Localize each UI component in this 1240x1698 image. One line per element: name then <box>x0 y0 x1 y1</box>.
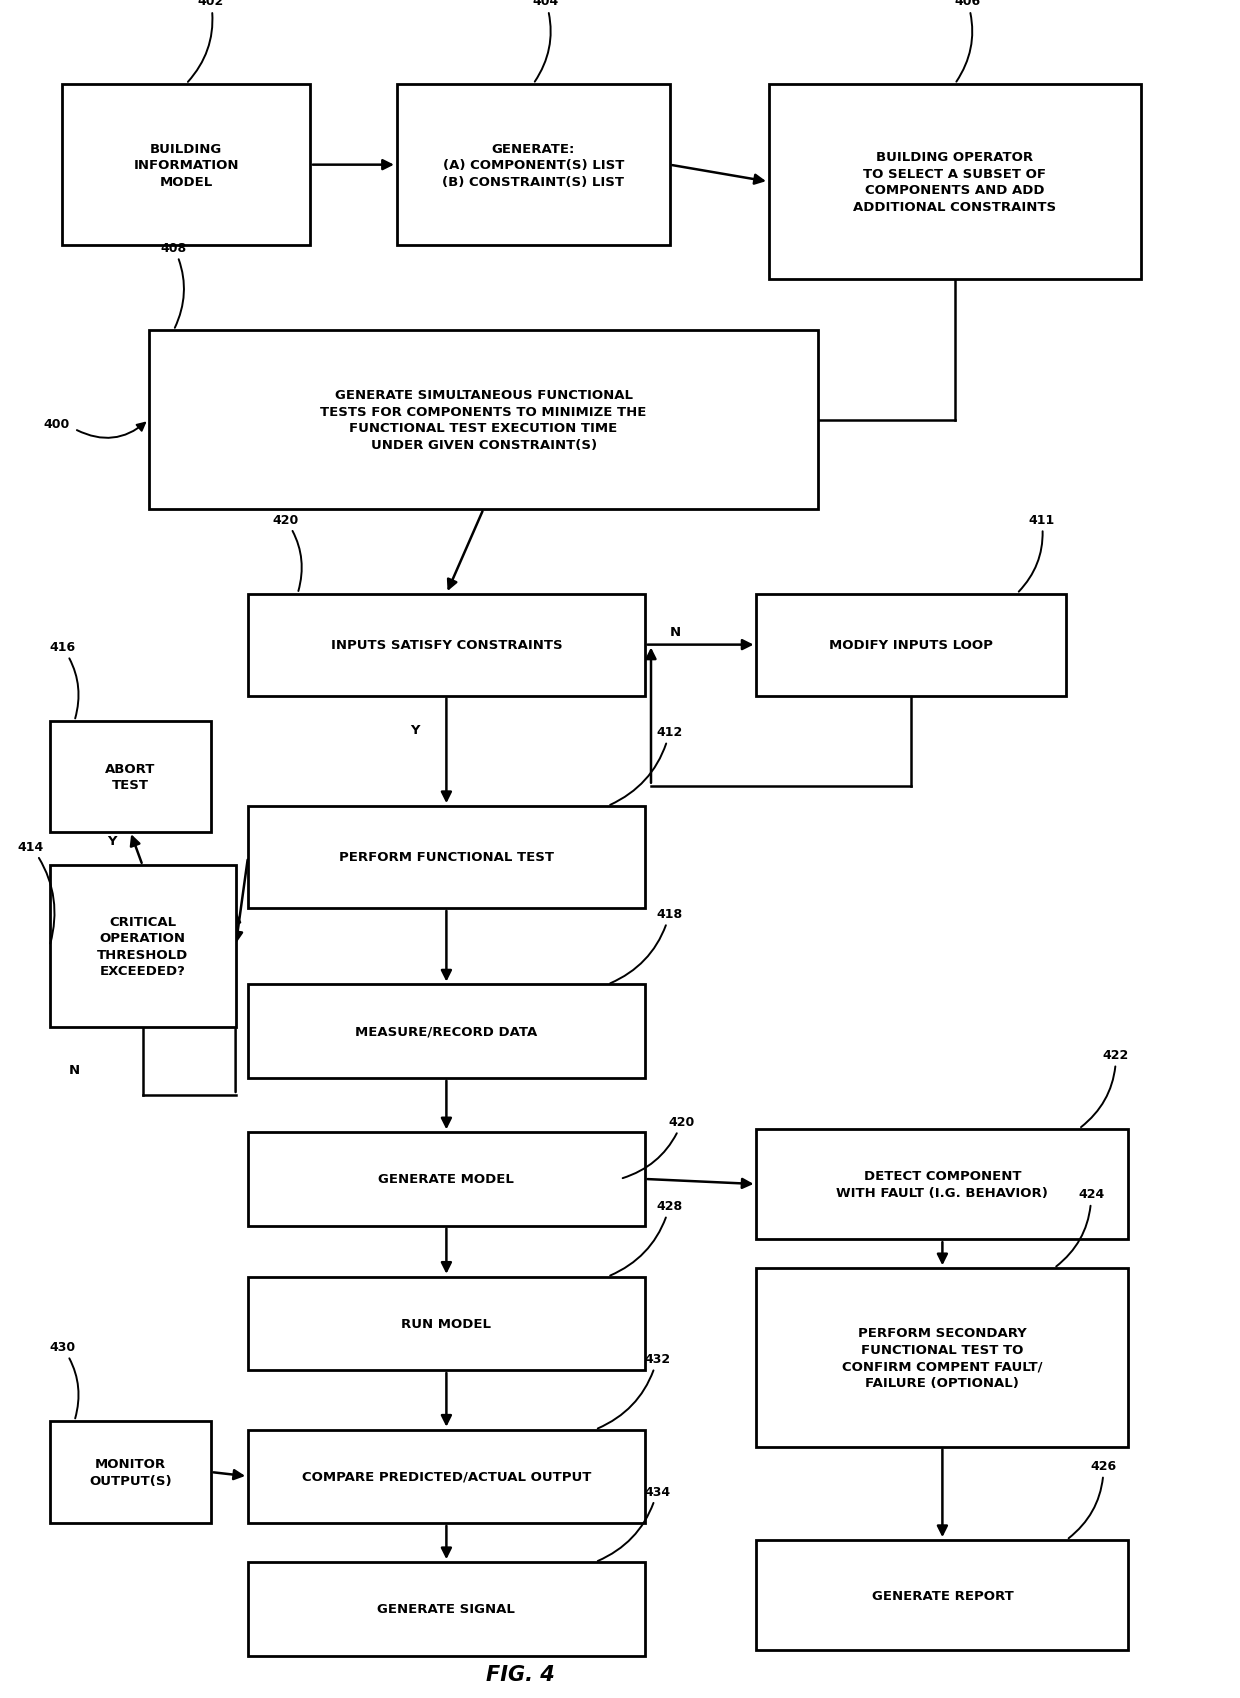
FancyBboxPatch shape <box>397 85 670 246</box>
Text: PERFORM FUNCTIONAL TEST: PERFORM FUNCTIONAL TEST <box>339 851 554 864</box>
Text: 416: 416 <box>48 640 78 718</box>
Text: 424: 424 <box>1056 1187 1105 1267</box>
Text: MONITOR
OUTPUT(S): MONITOR OUTPUT(S) <box>89 1457 171 1487</box>
Text: BUILDING OPERATOR
TO SELECT A SUBSET OF
COMPONENTS AND ADD
ADDITIONAL CONSTRAINT: BUILDING OPERATOR TO SELECT A SUBSET OF … <box>853 151 1056 214</box>
Text: 426: 426 <box>1069 1459 1117 1538</box>
FancyBboxPatch shape <box>62 85 310 246</box>
Text: N: N <box>671 625 681 638</box>
FancyBboxPatch shape <box>248 807 645 908</box>
Text: 418: 418 <box>610 907 683 983</box>
Text: 402: 402 <box>188 0 224 83</box>
Text: MEASURE/RECORD DATA: MEASURE/RECORD DATA <box>356 1026 537 1037</box>
FancyBboxPatch shape <box>248 1430 645 1523</box>
Text: ABORT
TEST: ABORT TEST <box>105 762 155 791</box>
Text: 406: 406 <box>954 0 981 83</box>
Text: 432: 432 <box>598 1352 671 1428</box>
Text: 420: 420 <box>272 513 301 591</box>
FancyBboxPatch shape <box>248 985 645 1078</box>
FancyBboxPatch shape <box>756 1129 1128 1240</box>
Text: GENERATE:
(A) COMPONENT(S) LIST
(B) CONSTRAINT(S) LIST: GENERATE: (A) COMPONENT(S) LIST (B) CONS… <box>443 143 624 188</box>
Text: 434: 434 <box>598 1484 671 1560</box>
Text: COMPARE PREDICTED/ACTUAL OUTPUT: COMPARE PREDICTED/ACTUAL OUTPUT <box>301 1470 591 1482</box>
Text: 422: 422 <box>1081 1048 1130 1127</box>
Text: N: N <box>69 1063 79 1077</box>
Text: 408: 408 <box>160 241 187 329</box>
FancyBboxPatch shape <box>149 331 818 509</box>
FancyBboxPatch shape <box>769 85 1141 280</box>
Text: MODIFY INPUTS LOOP: MODIFY INPUTS LOOP <box>830 638 993 652</box>
FancyBboxPatch shape <box>756 1268 1128 1447</box>
FancyBboxPatch shape <box>248 1277 645 1370</box>
FancyBboxPatch shape <box>248 1133 645 1226</box>
FancyBboxPatch shape <box>756 594 1066 696</box>
Text: PERFORM SECONDARY
FUNCTIONAL TEST TO
CONFIRM COMPENT FAULT/
FAILURE (OPTIONAL): PERFORM SECONDARY FUNCTIONAL TEST TO CON… <box>842 1326 1043 1389</box>
Text: 428: 428 <box>610 1199 683 1275</box>
FancyBboxPatch shape <box>756 1540 1128 1650</box>
Text: Y: Y <box>410 723 420 737</box>
Text: FIG. 4: FIG. 4 <box>486 1664 556 1684</box>
FancyBboxPatch shape <box>50 866 236 1027</box>
Text: RUN MODEL: RUN MODEL <box>402 1318 491 1330</box>
Text: BUILDING
INFORMATION
MODEL: BUILDING INFORMATION MODEL <box>133 143 239 188</box>
Text: INPUTS SATISFY CONSTRAINTS: INPUTS SATISFY CONSTRAINTS <box>331 638 562 652</box>
Text: GENERATE SIMULTANEOUS FUNCTIONAL
TESTS FOR COMPONENTS TO MINIMIZE THE
FUNCTIONAL: GENERATE SIMULTANEOUS FUNCTIONAL TESTS F… <box>320 389 647 452</box>
Text: 404: 404 <box>532 0 559 83</box>
Text: 411: 411 <box>1019 513 1055 593</box>
Text: GENERATE REPORT: GENERATE REPORT <box>872 1589 1013 1601</box>
FancyBboxPatch shape <box>248 594 645 696</box>
Text: CRITICAL
OPERATION
THRESHOLD
EXCEEDED?: CRITICAL OPERATION THRESHOLD EXCEEDED? <box>97 915 188 978</box>
Text: GENERATE SIGNAL: GENERATE SIGNAL <box>377 1603 516 1615</box>
Text: 400: 400 <box>43 418 69 431</box>
Text: 412: 412 <box>610 725 683 805</box>
Text: 430: 430 <box>48 1340 78 1418</box>
Text: 414: 414 <box>17 841 55 944</box>
Text: Y: Y <box>107 834 117 847</box>
Text: DETECT COMPONENT
WITH FAULT (I.G. BEHAVIOR): DETECT COMPONENT WITH FAULT (I.G. BEHAVI… <box>837 1170 1048 1199</box>
FancyBboxPatch shape <box>248 1562 645 1656</box>
Text: GENERATE MODEL: GENERATE MODEL <box>378 1173 515 1185</box>
FancyBboxPatch shape <box>50 1421 211 1523</box>
FancyBboxPatch shape <box>50 722 211 832</box>
Text: 420: 420 <box>622 1116 696 1178</box>
